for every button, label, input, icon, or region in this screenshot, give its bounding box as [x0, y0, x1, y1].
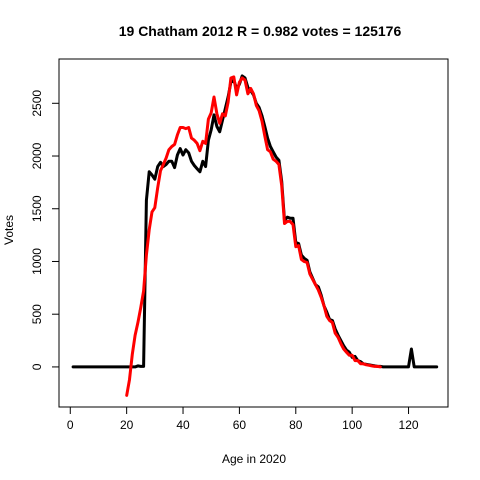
- y-tick-label: 1000: [30, 248, 44, 275]
- y-axis-label: Votes: [2, 215, 16, 245]
- x-axis: 0 20 40 60 80 100 120: [67, 406, 419, 432]
- x-tick-label: 100: [342, 418, 362, 432]
- x-tick-label: 80: [289, 418, 303, 432]
- x-tick-label: 40: [176, 418, 190, 432]
- chart-title: 19 Chatham 2012 R = 0.982 votes = 125176: [119, 23, 402, 39]
- series-layer: [71, 74, 439, 397]
- y-tick-label: 1500: [30, 195, 44, 222]
- y-axis: 0 500 1000 1500 2000 2500: [30, 90, 60, 370]
- y-tick-label: 0: [30, 363, 44, 370]
- x-tick-label: 0: [67, 418, 74, 432]
- x-tick-label: 60: [233, 418, 247, 432]
- x-axis-label: Age in 2020: [222, 452, 286, 466]
- x-tick-label: 20: [120, 418, 134, 432]
- y-tick-label: 2500: [30, 90, 44, 117]
- plot-frame: [58, 58, 449, 408]
- series-line-2: [125, 75, 382, 397]
- y-tick-label: 2000: [30, 142, 44, 169]
- series-line-1: [71, 74, 439, 369]
- x-tick-label: 120: [399, 418, 419, 432]
- y-tick-label: 500: [30, 304, 44, 324]
